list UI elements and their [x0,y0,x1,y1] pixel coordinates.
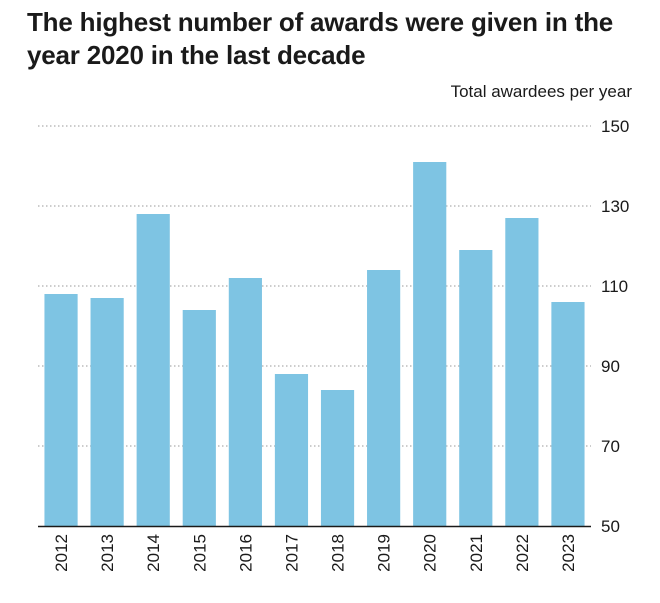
bars [44,162,585,526]
bar-2020 [413,162,447,526]
bar-2022 [505,218,539,526]
x-tick-labels: 2012 2013 2014 2015 2016 2017 2018 2019 2020 2021… [52,534,578,572]
bar-2014 [136,214,170,526]
x-tick-label: 2020 [421,534,440,572]
y-tick-labels: 50 70 90 110 130 150 [601,117,629,536]
x-tick-label: 2022 [513,534,532,572]
bar-2018 [320,390,355,526]
bar-2013 [90,298,124,526]
y-axis-title: Total awardees per year [451,82,633,101]
bar-2016 [228,278,262,526]
y-tick-label: 50 [601,517,620,536]
y-tick-label: 90 [601,357,620,376]
bar-2017 [274,374,309,526]
x-tick-label: 2017 [282,534,301,572]
bar-2023 [551,302,585,526]
x-tick-label: 2021 [467,534,486,572]
x-tick-label: 2019 [375,534,394,572]
x-tick-label: 2018 [329,534,348,572]
x-tick-label: 2016 [236,534,255,572]
chart-title: The highest number of awards were given … [27,7,614,70]
y-tick-label: 70 [601,437,620,456]
x-tick-label: 2014 [144,534,163,572]
x-tick-label: 2012 [52,534,71,572]
bar-2019 [367,270,401,526]
x-tick-label: 2023 [559,534,578,572]
y-tick-label: 130 [601,197,629,216]
x-tick-label: 2013 [98,534,117,572]
y-tick-label: 110 [601,277,628,296]
bar-2015 [182,310,216,526]
x-tick-label: 2015 [190,534,209,572]
bar-2021 [459,250,493,526]
y-tick-label: 150 [601,117,629,136]
bar-2012 [44,294,78,526]
gridlines [38,125,591,447]
